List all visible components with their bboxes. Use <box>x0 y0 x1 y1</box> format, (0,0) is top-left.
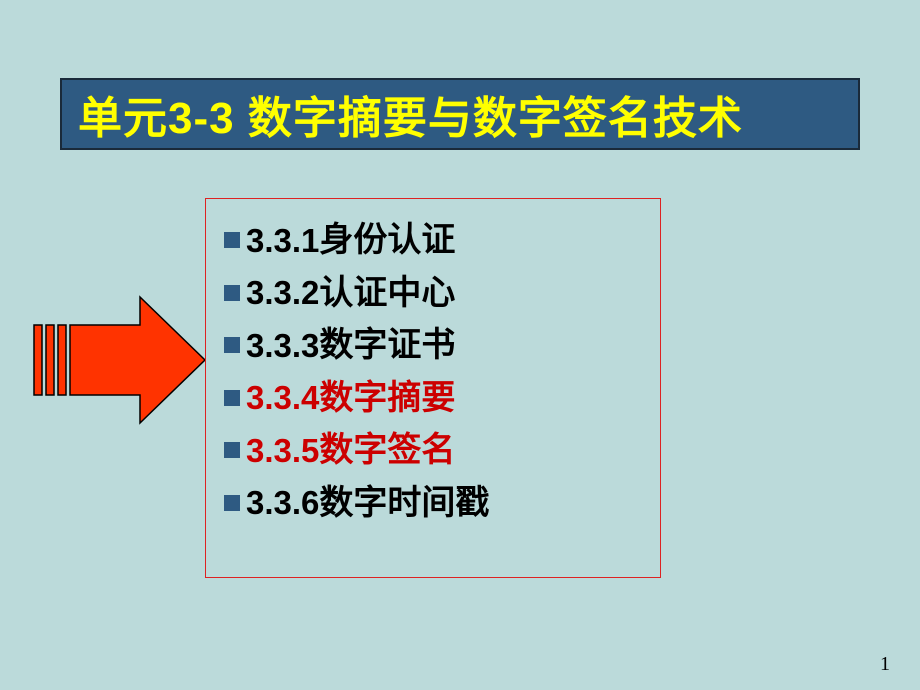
slide-title-bar: 单元3-3 数字摘要与数字签名技术 <box>60 78 860 150</box>
item-label: 认证中心 <box>319 272 455 315</box>
item-number: 3.3.2 <box>246 272 319 313</box>
list-item: 3.3.2 认证中心 <box>224 272 646 315</box>
item-label: 数字摘要 <box>319 377 455 420</box>
square-bullet-icon <box>224 337 240 353</box>
list-item: 3.3.1 身份认证 <box>224 219 646 262</box>
square-bullet-icon <box>224 495 240 511</box>
item-label: 身份认证 <box>319 219 455 262</box>
item-number: 3.3.3 <box>246 325 319 366</box>
square-bullet-icon <box>224 390 240 406</box>
square-bullet-icon <box>224 285 240 301</box>
title-main: 数字摘要与数字签名技术 <box>248 94 743 143</box>
item-number: 3.3.4 <box>246 377 319 418</box>
item-number: 3.3.5 <box>246 430 319 471</box>
list-item: 3.3.4 数字摘要 <box>224 377 646 420</box>
list-item: 3.3.3 数字证书 <box>224 324 646 367</box>
item-label: 数字签名 <box>319 429 455 472</box>
arrow-icon <box>32 295 207 430</box>
item-label: 数字证书 <box>319 324 455 367</box>
page-number: 1 <box>880 653 890 676</box>
item-number: 3.3.6 <box>246 482 319 523</box>
list-item: 3.3.5 数字签名 <box>224 429 646 472</box>
item-label: 数字时间戳 <box>319 482 489 525</box>
content-box: 3.3.1 身份认证 3.3.2 认证中心 3.3.3 数字证书 3.3.4 数… <box>205 198 661 578</box>
item-number: 3.3.1 <box>246 220 319 261</box>
square-bullet-icon <box>224 442 240 458</box>
slide-title-text: 单元3-3 数字摘要与数字签名技术 <box>78 82 743 146</box>
square-bullet-icon <box>224 232 240 248</box>
title-prefix: 单元3-3 <box>78 94 248 143</box>
list-item: 3.3.6 数字时间戳 <box>224 482 646 525</box>
